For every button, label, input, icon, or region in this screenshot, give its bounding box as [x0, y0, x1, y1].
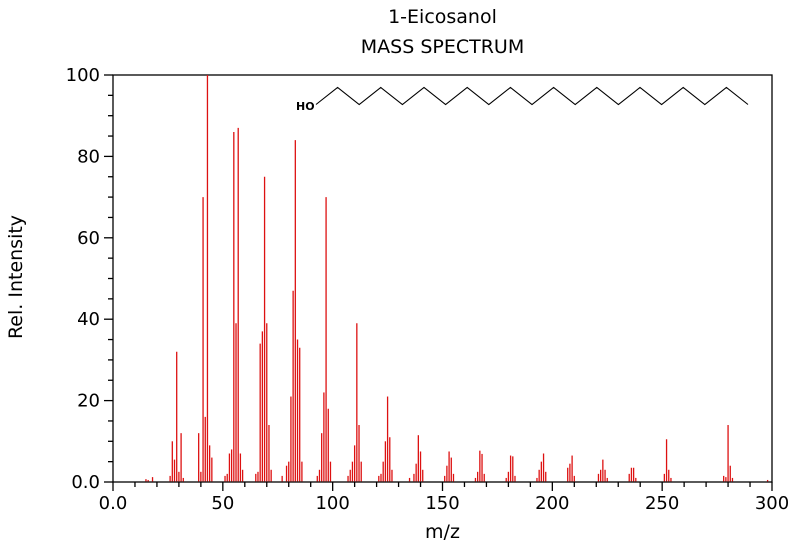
- x-tick-label: 200: [535, 493, 569, 514]
- molecule-structure: HO: [296, 86, 749, 113]
- x-tick-label: 100: [315, 493, 349, 514]
- x-axis-label: m/z: [425, 521, 460, 543]
- y-tick-label: 100: [66, 65, 100, 86]
- x-tick-label: 150: [425, 493, 459, 514]
- y-tick-label: 60: [77, 228, 100, 249]
- x-tick-label: 300: [755, 493, 789, 514]
- y-tick-label: 80: [77, 146, 100, 167]
- x-axis-ticks: 0.0 50 100 150 200 250 300: [99, 482, 789, 514]
- y-tick-label: 40: [77, 309, 100, 330]
- molecule-ho-label: HO: [296, 100, 315, 113]
- y-tick-label: 20: [77, 391, 100, 412]
- x-tick-label: 50: [211, 493, 234, 514]
- carbon-chain-zigzag: [315, 86, 749, 106]
- x-tick-label: 250: [645, 493, 679, 514]
- spectrum-peaks: [145, 75, 769, 482]
- plot-frame: [112, 74, 773, 483]
- y-tick-label: 0.0: [71, 472, 100, 493]
- y-axis-ticks: 0.0 20 40 60 80 100: [66, 65, 113, 493]
- x-tick-label: 0.0: [99, 493, 128, 514]
- chart-subtitle: MASS SPECTRUM: [360, 36, 525, 58]
- page-title: 1-Eicosanol: [388, 6, 497, 28]
